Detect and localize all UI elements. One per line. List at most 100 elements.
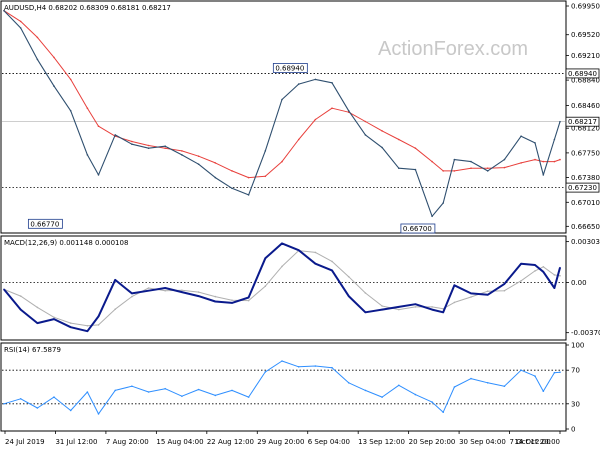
rsi-point-12 (197, 388, 200, 391)
macd-signal-point-1 (19, 295, 22, 297)
price-point-28 (453, 158, 456, 161)
macd-point-23 (381, 308, 383, 311)
macd-point-16 (264, 257, 267, 260)
price-panel-label: AUDUSD,H4 0.68202 0.68309 0.68181 0.6821… (4, 4, 171, 12)
price-ytick-label-2: 0.69210 (571, 52, 600, 60)
macd-signal-point-36 (559, 275, 561, 277)
price-point-27 (442, 202, 445, 204)
macd-signal-point-9 (147, 287, 150, 289)
macd-point-4 (69, 326, 72, 329)
macd-signal-point-22 (364, 292, 367, 294)
price-ma-point-29 (470, 167, 472, 169)
price-annotation-box-0 (27, 218, 63, 229)
macd-signal-point-28 (453, 301, 456, 304)
price-ma-point-1 (19, 20, 22, 23)
macd-signal-point-26 (431, 306, 433, 308)
price-point-21 (347, 110, 350, 112)
macd-panel-label: MACD(12,26,9) 0.001148 0.000108 (4, 239, 128, 247)
macd-point-27 (442, 311, 445, 314)
price-level-label-1: 0.67230 (568, 184, 597, 192)
price-point-35 (553, 138, 556, 141)
macd-point-32 (520, 262, 522, 265)
macd-point-0 (3, 288, 5, 291)
price-ma-point-19 (314, 118, 317, 121)
x-tick-label-1: 31 Jul 12:00 (55, 438, 97, 446)
macd-signal-point-3 (53, 316, 55, 319)
price-ytick-label-0: 0.69950 (571, 3, 600, 11)
macd-ytick-label-1: 0.00 (571, 279, 587, 287)
macd-signal-point-7 (114, 308, 116, 311)
macd-point-3 (53, 318, 55, 320)
rsi-point-33 (534, 375, 536, 377)
price-level-label-0: 0.68940 (568, 70, 597, 78)
rsi-point-21 (347, 382, 350, 384)
price-ma-point-26 (431, 160, 433, 163)
price-point-31 (503, 158, 506, 161)
macd-point-29 (470, 292, 472, 295)
price-ytick-label-3: 0.68840 (571, 77, 600, 85)
price-level-box-0 (565, 68, 600, 79)
price-ma-point-5 (86, 107, 89, 109)
price-ma-point-31 (503, 166, 506, 169)
rsi-point-16 (264, 371, 267, 373)
macd-signal-point-25 (414, 306, 417, 308)
macd-signal-point-34 (542, 266, 545, 268)
price-annotation-label-0: 0.66770 (30, 220, 59, 228)
price-point-12 (197, 163, 200, 165)
price-level-box-1 (565, 182, 600, 193)
macd-signal-point-15 (247, 299, 250, 302)
macd-signal-point-21 (347, 275, 350, 278)
watermark: ActionForex.com (378, 38, 528, 60)
rsi-point-19 (314, 365, 317, 367)
rsi-point-24 (398, 384, 400, 387)
rsi-ytick-label-1: 70 (571, 367, 580, 375)
macd-point-31 (503, 283, 506, 285)
price-ma-point-3 (53, 56, 55, 59)
x-tick-label-2: 7 Aug 20:00 (106, 438, 149, 446)
macd-signal-point-11 (181, 289, 183, 292)
macd-point-18 (297, 249, 300, 251)
price-point-15 (247, 194, 250, 196)
macd-signal-point-12 (197, 291, 200, 293)
rsi-point-14 (231, 389, 233, 392)
rsi-ytick-label-0: 100 (571, 342, 584, 350)
rsi-point-1 (19, 398, 22, 400)
price-panel: ActionForex.com 0.66770 0.68940 0.66700 AU… (0, 0, 600, 234)
macd-signal-point-4 (69, 322, 72, 324)
price-point-7 (114, 134, 116, 136)
price-point-3 (53, 85, 55, 87)
price-point-11 (181, 154, 183, 156)
x-tick-label-8: 20 Sep 20:00 (409, 438, 456, 446)
rsi-point-28 (453, 386, 456, 388)
price-point-0 (3, 9, 5, 12)
rsi-panel-label: RSI(14) 67.5879 (4, 346, 61, 354)
price-ma-point-30 (486, 167, 489, 169)
macd-point-28 (453, 284, 456, 287)
rsi-point-3 (53, 396, 55, 398)
macd-point-35 (553, 287, 556, 289)
price-ma-point-27 (442, 170, 445, 172)
macd-point-25 (414, 303, 417, 306)
macd-signal-point-19 (314, 251, 317, 254)
price-point-2 (36, 58, 39, 61)
macd-point-13 (214, 300, 217, 303)
rsi-point-29 (470, 377, 472, 380)
macd-point-12 (197, 295, 200, 297)
macd-signal-point-20 (331, 260, 333, 263)
macd-point-11 (181, 291, 183, 293)
macd-point-30 (486, 294, 489, 296)
macd-panel-border (0, 235, 567, 341)
macd-point-19 (314, 262, 317, 265)
macd-signal-point-24 (398, 308, 400, 311)
macd-signal-point-16 (264, 285, 267, 288)
rsi-point-35 (553, 371, 556, 374)
price-point-19 (314, 78, 317, 81)
price-ma-point-11 (181, 150, 183, 152)
price-ma-point-34 (542, 160, 545, 163)
price-point-23 (381, 146, 383, 149)
price-ma-point-10 (164, 147, 166, 149)
rsi-point-27 (442, 411, 445, 414)
price-ma-point-32 (520, 162, 522, 164)
rsi-point-30 (486, 382, 489, 384)
macd-point-33 (534, 264, 536, 266)
